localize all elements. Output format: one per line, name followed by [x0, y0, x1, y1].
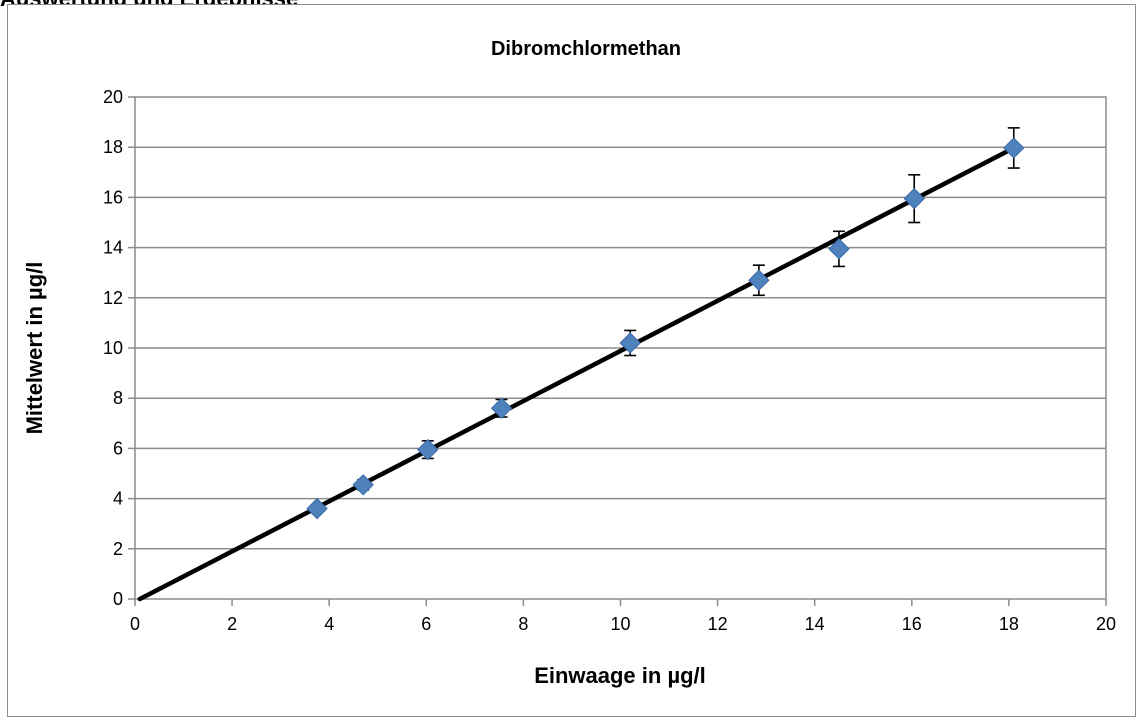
x-tick-label: 2 [227, 614, 237, 634]
data-point [748, 269, 770, 291]
data-point [828, 238, 850, 260]
chart-title: Dibromchlormethan [491, 38, 681, 60]
trend-line [137, 145, 1017, 602]
x-tick-label: 12 [708, 614, 728, 634]
data-point [903, 187, 925, 210]
x-tick-label: 16 [902, 614, 922, 634]
y-tick-label: 14 [103, 238, 123, 258]
data-point [619, 332, 641, 354]
data-point [490, 397, 513, 419]
data-point [417, 438, 439, 461]
data-point [1003, 137, 1025, 159]
y-tick-label: 10 [103, 338, 123, 358]
x-tick-label: 18 [999, 614, 1019, 634]
x-tick-label: 6 [421, 614, 431, 634]
data-point [352, 474, 374, 496]
x-tick-label: 20 [1096, 614, 1116, 634]
data-point [306, 497, 328, 520]
y-tick-label: 12 [103, 288, 123, 308]
x-tick-label: 4 [324, 614, 334, 634]
x-tick-label: 8 [518, 614, 528, 634]
y-tick-label: 4 [113, 489, 123, 509]
y-tick-label: 2 [113, 539, 123, 559]
y-tick-label: 20 [103, 87, 123, 107]
x-tick-label: 0 [130, 614, 140, 634]
y-tick-label: 16 [103, 187, 123, 207]
x-axis-title: Einwaage in µg/l [534, 663, 706, 688]
x-tick-label: 10 [610, 614, 630, 634]
y-axis-title: Mittelwert in µg/l [22, 262, 47, 435]
x-tick-label: 14 [805, 614, 825, 634]
y-tick-label: 0 [113, 589, 123, 609]
y-tick-label: 6 [113, 438, 123, 458]
y-tick-label: 18 [103, 137, 123, 157]
y-tick-label: 8 [113, 388, 123, 408]
